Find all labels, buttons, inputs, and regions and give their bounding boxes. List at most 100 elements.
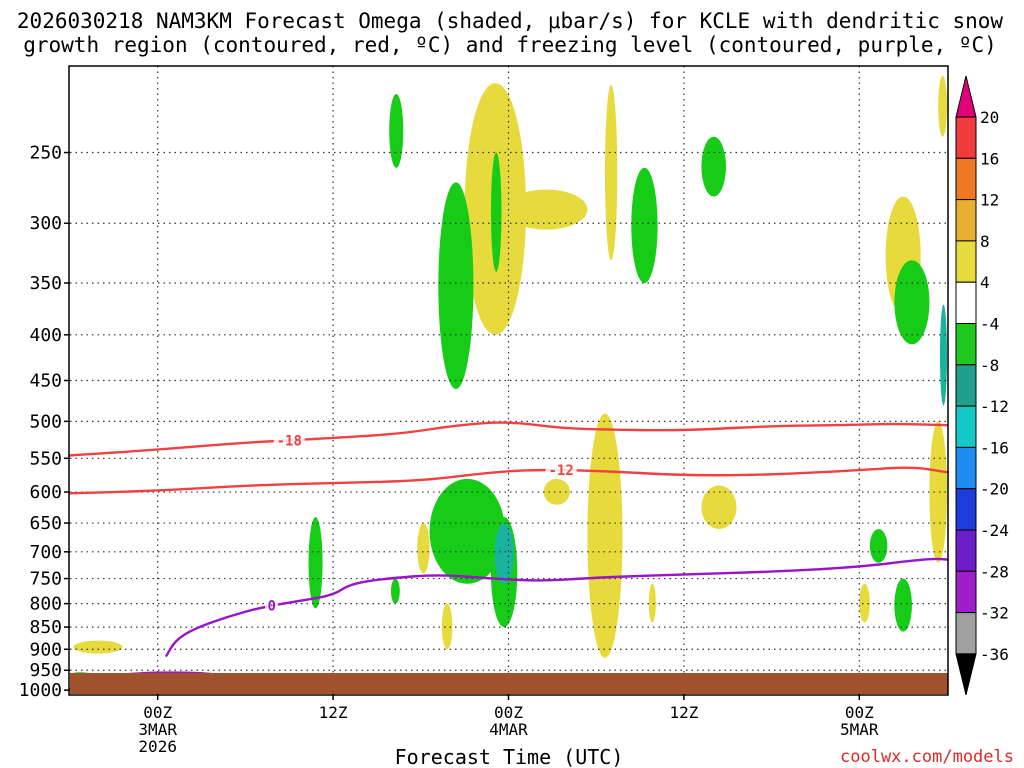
colorbar-label: -32: [980, 604, 1009, 623]
colorbar-swatch: [955, 488, 977, 531]
omega-region-yellow: [417, 523, 430, 574]
isotherm-label-background: [273, 432, 305, 449]
omega-region-green: [390, 578, 400, 604]
y-tick-label: 950: [29, 660, 62, 681]
omega-region-green: [389, 94, 404, 168]
colorbar: 20 16 12 8 4 -4 -8 -12 -16 -20 -24 -28 -32 -36: [955, 75, 1009, 696]
omega-region-green: [490, 152, 502, 272]
terrain-ground: [70, 673, 948, 694]
colorbar-swatch: [955, 612, 977, 655]
omega-region-green: [438, 182, 474, 390]
isotherm-label: -18: [277, 433, 302, 449]
y-tick-label: 450: [29, 370, 62, 391]
colorbar-swatch: [955, 446, 977, 490]
y-tick-label: 750: [29, 569, 62, 590]
colorbar-swatch: [955, 529, 977, 572]
omega-region-green: [429, 478, 505, 584]
contours: -18 -12 0: [68, 421, 949, 691]
colorbar-top-triangle: [955, 75, 977, 118]
colorbar-label: 20: [980, 108, 999, 127]
colorbar-swatch: [955, 570, 977, 614]
grid: [70, 66, 947, 694]
y-tick-label: 350: [29, 273, 62, 294]
omega-region-yellow: [604, 84, 618, 261]
colorbar-label: 8: [980, 232, 990, 251]
omega-region-green: [308, 517, 323, 609]
y-tick-label: 1000: [19, 680, 62, 701]
colorbar-swatch: [955, 323, 977, 366]
omega-region-yellow: [441, 603, 453, 650]
isotherm-label: -12: [548, 463, 573, 479]
omega-region-yellow: [543, 478, 570, 505]
y-tick-label: 700: [29, 542, 62, 563]
y-tick-label: 300: [29, 213, 62, 234]
x-tick-label: 00Z: [845, 703, 874, 722]
colorbar-label: -12: [980, 397, 1009, 416]
omega-region-green: [631, 167, 658, 284]
x-tick-label: 00Z: [494, 703, 523, 722]
site-credit: coolwx.com/models: [840, 747, 1014, 767]
isotherm-label: 0: [267, 599, 275, 615]
colorbar-label: -24: [980, 521, 1009, 540]
y-axis: 2503003504004505005506006507007508008509…: [19, 143, 70, 701]
colorbar-bottom-triangle: [955, 653, 977, 696]
omega-region-yellow: [938, 75, 947, 137]
y-tick-label: 250: [29, 143, 62, 164]
x-axis-label: Forecast Time (UTC): [395, 745, 624, 768]
y-tick-label: 800: [29, 594, 62, 615]
colorbar-swatch: [955, 157, 977, 201]
isotherm-label-background: [265, 597, 279, 614]
y-tick-label: 900: [29, 639, 62, 660]
y-tick-label: 600: [29, 482, 62, 503]
x-tick-label: 12Z: [319, 703, 348, 722]
x-tick-label: 3MAR: [138, 720, 177, 739]
colorbar-swatch: [955, 240, 977, 283]
colorbar-label: -8: [980, 356, 999, 375]
x-tick-label: 4MAR: [489, 720, 528, 739]
omega-region-yellow: [701, 485, 737, 530]
isotherm-minus12: [68, 466, 949, 495]
chart-title-line-2: growth region (contoured, red, ºC) and f…: [23, 33, 997, 57]
y-tick-label: 400: [29, 325, 62, 346]
colorbar-label: -16: [980, 438, 1009, 457]
colorbar-swatch: [955, 199, 977, 242]
omega-region-yellow: [73, 640, 123, 654]
x-tick-label: 00Z: [143, 703, 172, 722]
omega-region-cyan: [494, 523, 514, 584]
colorbar-label: 16: [980, 149, 999, 168]
omega-region-yellow: [587, 413, 623, 658]
omega-region-green: [701, 136, 726, 197]
colorbar-swatch: [955, 364, 977, 407]
omega-region-yellow: [648, 583, 656, 623]
colorbar-label: 12: [980, 191, 999, 210]
omega-region-yellow: [929, 421, 947, 563]
x-tick-label: 5MAR: [840, 720, 879, 739]
isotherm-label-background: [545, 461, 577, 478]
omega-region-green: [894, 578, 912, 632]
colorbar-label: -20: [980, 480, 1009, 499]
isotherm-minus18: [68, 421, 949, 457]
omega-region-yellow: [859, 583, 870, 623]
colorbar-label: -4: [980, 315, 999, 334]
x-tick-label: 2026: [138, 737, 177, 756]
colorbar-swatch: [955, 405, 977, 448]
y-tick-label: 850: [29, 617, 62, 638]
omega-region-green: [869, 529, 888, 563]
colorbar-label: -36: [980, 645, 1009, 664]
y-tick-label: 500: [29, 411, 62, 432]
isotherm-0: [165, 557, 949, 657]
colorbar-label: -28: [980, 562, 1009, 581]
colorbar-swatch: [955, 116, 977, 159]
colorbar-swatch: [955, 281, 977, 325]
omega-region-cyan: [939, 304, 947, 406]
omega-shading: [70, 75, 947, 677]
y-tick-label: 650: [29, 513, 62, 534]
x-tick-label: 12Z: [669, 703, 698, 722]
omega-region-yellow: [504, 189, 588, 230]
chart-title-line-1: 2026030218 NAM3KM Forecast Omega (shaded…: [17, 9, 1004, 33]
y-tick-label: 550: [29, 448, 62, 469]
omega-region-green: [894, 260, 930, 345]
colorbar-label: 4: [980, 273, 990, 292]
